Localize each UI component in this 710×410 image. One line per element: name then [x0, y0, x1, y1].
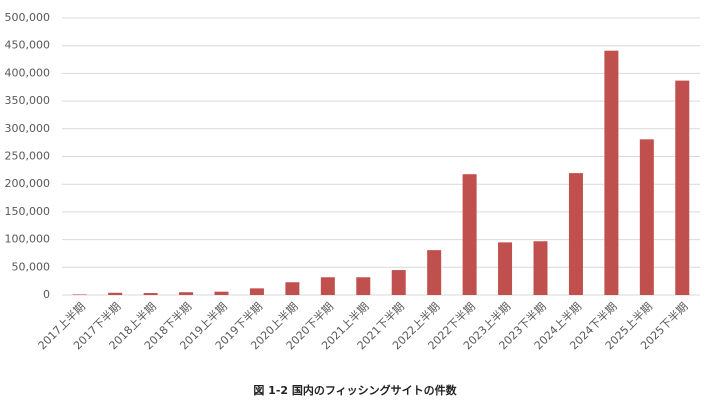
bar [285, 282, 300, 295]
bar [675, 80, 690, 296]
bar [356, 277, 371, 295]
y-tick-label: 400,000 [5, 66, 51, 79]
bar [72, 294, 87, 295]
bar [427, 250, 442, 295]
y-tick-label: 50,000 [12, 260, 51, 273]
y-tick-label: 300,000 [5, 122, 51, 135]
y-tick-label: 250,000 [5, 150, 51, 163]
y-tick-label: 200,000 [5, 177, 51, 190]
y-tick-label: 450,000 [5, 39, 51, 52]
bar [214, 291, 229, 295]
bar [604, 50, 619, 295]
bar [391, 270, 406, 295]
bar [249, 288, 264, 295]
bar [568, 173, 583, 295]
bar [143, 293, 158, 295]
y-tick-label: 350,000 [5, 94, 51, 107]
bar [533, 241, 548, 295]
bar [639, 139, 654, 295]
bar [179, 292, 194, 295]
y-tick-label: 100,000 [5, 233, 51, 246]
bar [462, 174, 477, 295]
bar [498, 242, 513, 295]
bar [320, 277, 335, 295]
y-tick-label: 500,000 [5, 11, 51, 24]
y-tick-label: 150,000 [5, 205, 51, 218]
chart-caption: 図 1-2 国内のフィッシングサイトの件数 [253, 383, 457, 397]
y-tick-label: 0 [43, 288, 50, 301]
bar [108, 292, 123, 295]
